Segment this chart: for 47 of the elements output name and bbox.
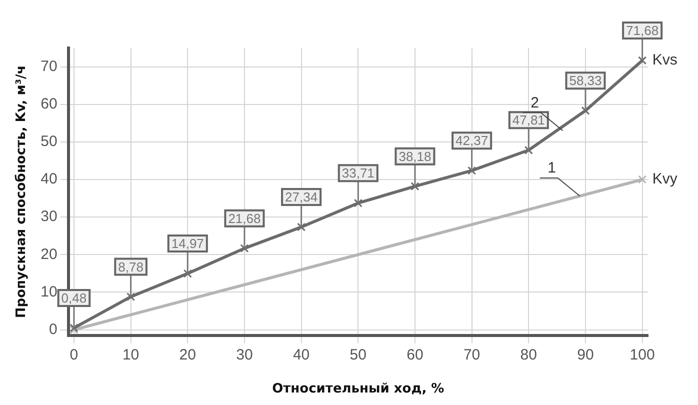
x-tick-label: 40 <box>292 346 310 364</box>
point <box>297 222 306 232</box>
data-label: 47,81 <box>512 112 545 128</box>
point <box>410 182 420 191</box>
x-tick-label: 90 <box>577 346 594 364</box>
data-label: 21,68 <box>228 210 261 226</box>
x-tick-label: 30 <box>236 346 253 364</box>
point <box>638 175 647 184</box>
x-tick-label: 100 <box>630 346 655 364</box>
y-tick-label: 0 <box>48 320 58 338</box>
data-label: 8,78 <box>118 259 144 274</box>
x-tick-label: 60 <box>406 346 424 364</box>
point <box>524 146 533 154</box>
y-tick-label: 30 <box>40 208 58 226</box>
data-label: 38,18 <box>398 148 432 164</box>
series-label: Kvy <box>652 170 678 188</box>
annotation: 2 <box>530 94 539 112</box>
y-tick-label: 40 <box>40 170 58 188</box>
point <box>468 166 476 175</box>
point <box>581 106 590 115</box>
data-label: 27,34 <box>285 190 318 205</box>
x-axis-title: Относительный ход, % <box>272 382 444 397</box>
y-tick-label: 50 <box>40 133 58 150</box>
x-tick-label: 0 <box>70 346 78 364</box>
point <box>638 56 647 65</box>
point <box>240 244 249 253</box>
y-tick-label: 60 <box>40 95 58 112</box>
point <box>183 269 192 278</box>
annotation: 1 <box>548 160 556 177</box>
x-tick-label: 50 <box>350 346 366 364</box>
data-label: 0,48 <box>61 290 87 306</box>
x-tick-label: 10 <box>122 346 140 364</box>
data-label: 42,37 <box>456 133 488 148</box>
x-tick-label: 70 <box>463 346 480 364</box>
y-tick-label: 70 <box>40 58 58 75</box>
y-tick-label: 10 <box>40 283 58 300</box>
y-tick-label: 20 <box>40 246 58 263</box>
point <box>126 292 136 302</box>
data-label: 14,97 <box>171 236 204 252</box>
data-label: 58,33 <box>569 73 602 88</box>
x-tick-label: 20 <box>179 346 196 364</box>
legend-label: Kvs <box>652 52 678 69</box>
x-tick-label: 80 <box>520 346 537 364</box>
data-label: 71,68 <box>626 23 659 38</box>
point <box>354 198 362 208</box>
data-label: 33,71 <box>342 166 374 181</box>
y-axis-title: Пропускная способность, Kv, м³/ч <box>14 65 30 318</box>
